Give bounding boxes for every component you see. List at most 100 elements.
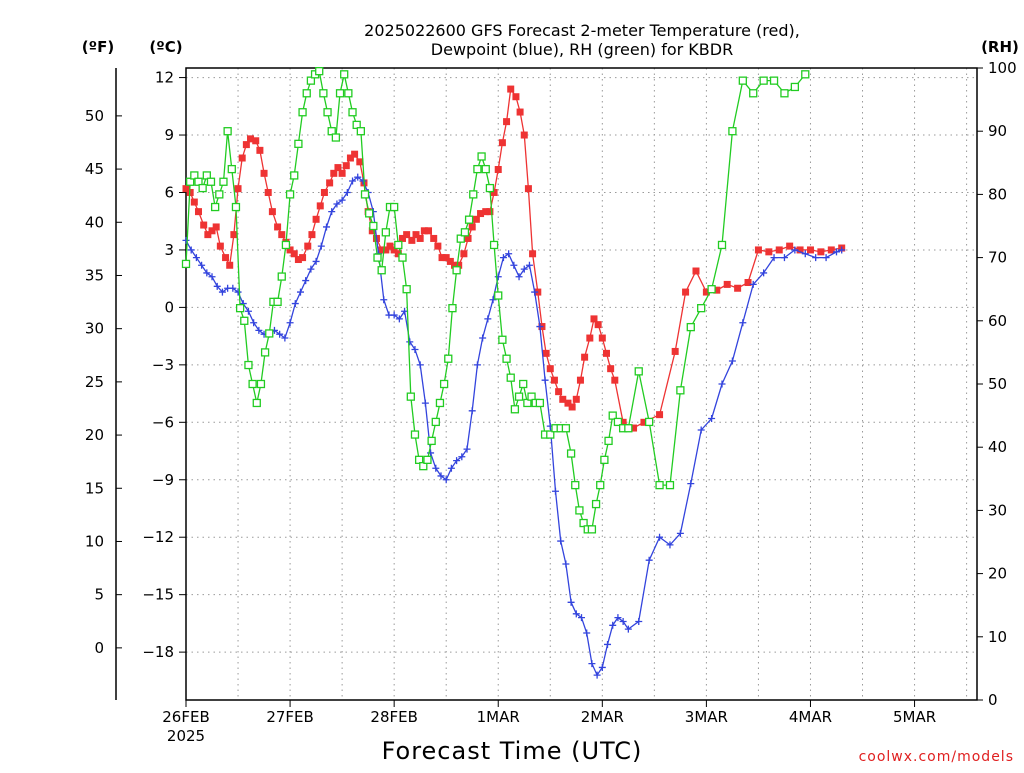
rh-point [306, 76, 316, 85]
rh-tick-label: 80 [988, 185, 1007, 203]
rh-point [738, 76, 747, 85]
rh-point [248, 379, 257, 389]
dewpoint-point [520, 265, 528, 273]
rh-point [402, 285, 411, 294]
rh-point [510, 405, 520, 414]
temperature-point [238, 154, 246, 162]
temperature-point [234, 185, 242, 193]
dewpoint-point [578, 614, 585, 622]
fahrenheit-tick-label: 25 [85, 373, 104, 391]
x-tick-label: 26FEB [162, 708, 209, 726]
rh-point [448, 304, 457, 313]
rh-point [571, 480, 580, 490]
rh-point [780, 89, 789, 98]
rh-point [759, 76, 768, 85]
rh-point [423, 455, 432, 464]
rh-point [686, 322, 695, 332]
dewpoint-point [812, 254, 820, 262]
temperature-point [442, 254, 450, 262]
dewpoint-point [286, 319, 294, 327]
rh-tick-label: 90 [988, 122, 1007, 140]
temperature-point [494, 166, 502, 174]
temperature-point [598, 334, 606, 342]
rh-point [460, 228, 470, 237]
rh-point [244, 360, 253, 370]
temperature-point [394, 250, 402, 258]
temperature-point [455, 261, 463, 269]
dewpoint-series [182, 173, 846, 679]
rh-point [223, 127, 232, 136]
temperature-point [420, 227, 428, 235]
dewpoint-point [739, 319, 747, 327]
dewpoint-point [583, 629, 591, 637]
temperature-point [602, 349, 610, 357]
dewpoint-point [395, 315, 403, 323]
temperature-point [477, 210, 485, 218]
dewpoint-point [250, 319, 258, 327]
celsius-axis-header: (ºC) [149, 38, 182, 56]
dewpoint-point [218, 288, 226, 296]
dewpoint-point [567, 598, 575, 606]
rh-point [194, 177, 203, 186]
dewpoint-point [822, 254, 830, 262]
rh-tick-label: 100 [988, 59, 1017, 77]
temperature-point [308, 231, 316, 239]
temperature-point [640, 418, 648, 426]
rh-point [579, 518, 588, 528]
temperature-point [434, 242, 442, 250]
temperature-point [430, 234, 438, 242]
rh-point [240, 316, 249, 325]
rh-point [444, 354, 453, 363]
temperature-point [611, 376, 619, 384]
dewpoint-point [463, 445, 471, 453]
rh-point [231, 202, 241, 212]
x-axis-label: Forecast Time (UTC) [382, 737, 643, 765]
celsius-tick-label: 6 [164, 183, 174, 201]
rh-point [456, 234, 465, 243]
temperature-point [403, 231, 411, 239]
temperature-point [208, 227, 216, 235]
temperature-point [713, 286, 721, 294]
rh-point [406, 392, 415, 401]
rh-tick-label: 60 [988, 312, 1007, 330]
temperature-point [796, 246, 804, 254]
rh-tick-label: 10 [988, 628, 1007, 646]
dewpoint-point [447, 464, 455, 472]
temperature-point [734, 284, 742, 292]
temperature-point [546, 365, 554, 373]
dewpoint-point [390, 311, 398, 319]
rh-point [707, 285, 716, 294]
temperature-point [702, 288, 710, 296]
rh-point [277, 272, 286, 281]
temperature-point [827, 246, 835, 254]
temperature-point [294, 256, 302, 264]
rh-point [608, 411, 617, 420]
dewpoint-point [525, 261, 533, 269]
chart-title-line-2: Dewpoint (blue), RH (green) for KBDR [431, 40, 733, 59]
dewpoint-point [619, 617, 627, 625]
data-series [181, 67, 846, 679]
temperature-point [334, 164, 342, 172]
temperature-point [320, 188, 328, 196]
temperature-point [264, 188, 272, 196]
temperature-point [256, 146, 264, 154]
dewpoint-point [572, 610, 580, 618]
rh-point [219, 177, 228, 186]
dewpoint-point [531, 288, 539, 296]
rh-tick-label: 70 [988, 249, 1007, 267]
temperature-point [408, 236, 416, 244]
dewpoint-point [333, 200, 341, 208]
x-tick-label: 3MAR [685, 708, 728, 726]
temperature-point [346, 154, 354, 162]
temperature-point [472, 215, 480, 223]
dewpoint-point [838, 246, 846, 254]
temperature-point [356, 158, 364, 166]
dewpoint-point [515, 273, 523, 281]
dewpoint-point [656, 533, 664, 541]
dewpoint-point [510, 261, 518, 269]
rh-point [198, 183, 207, 193]
rh-point [634, 367, 643, 376]
temperature-point [382, 246, 390, 254]
celsius-tick-label: 3 [164, 241, 174, 259]
